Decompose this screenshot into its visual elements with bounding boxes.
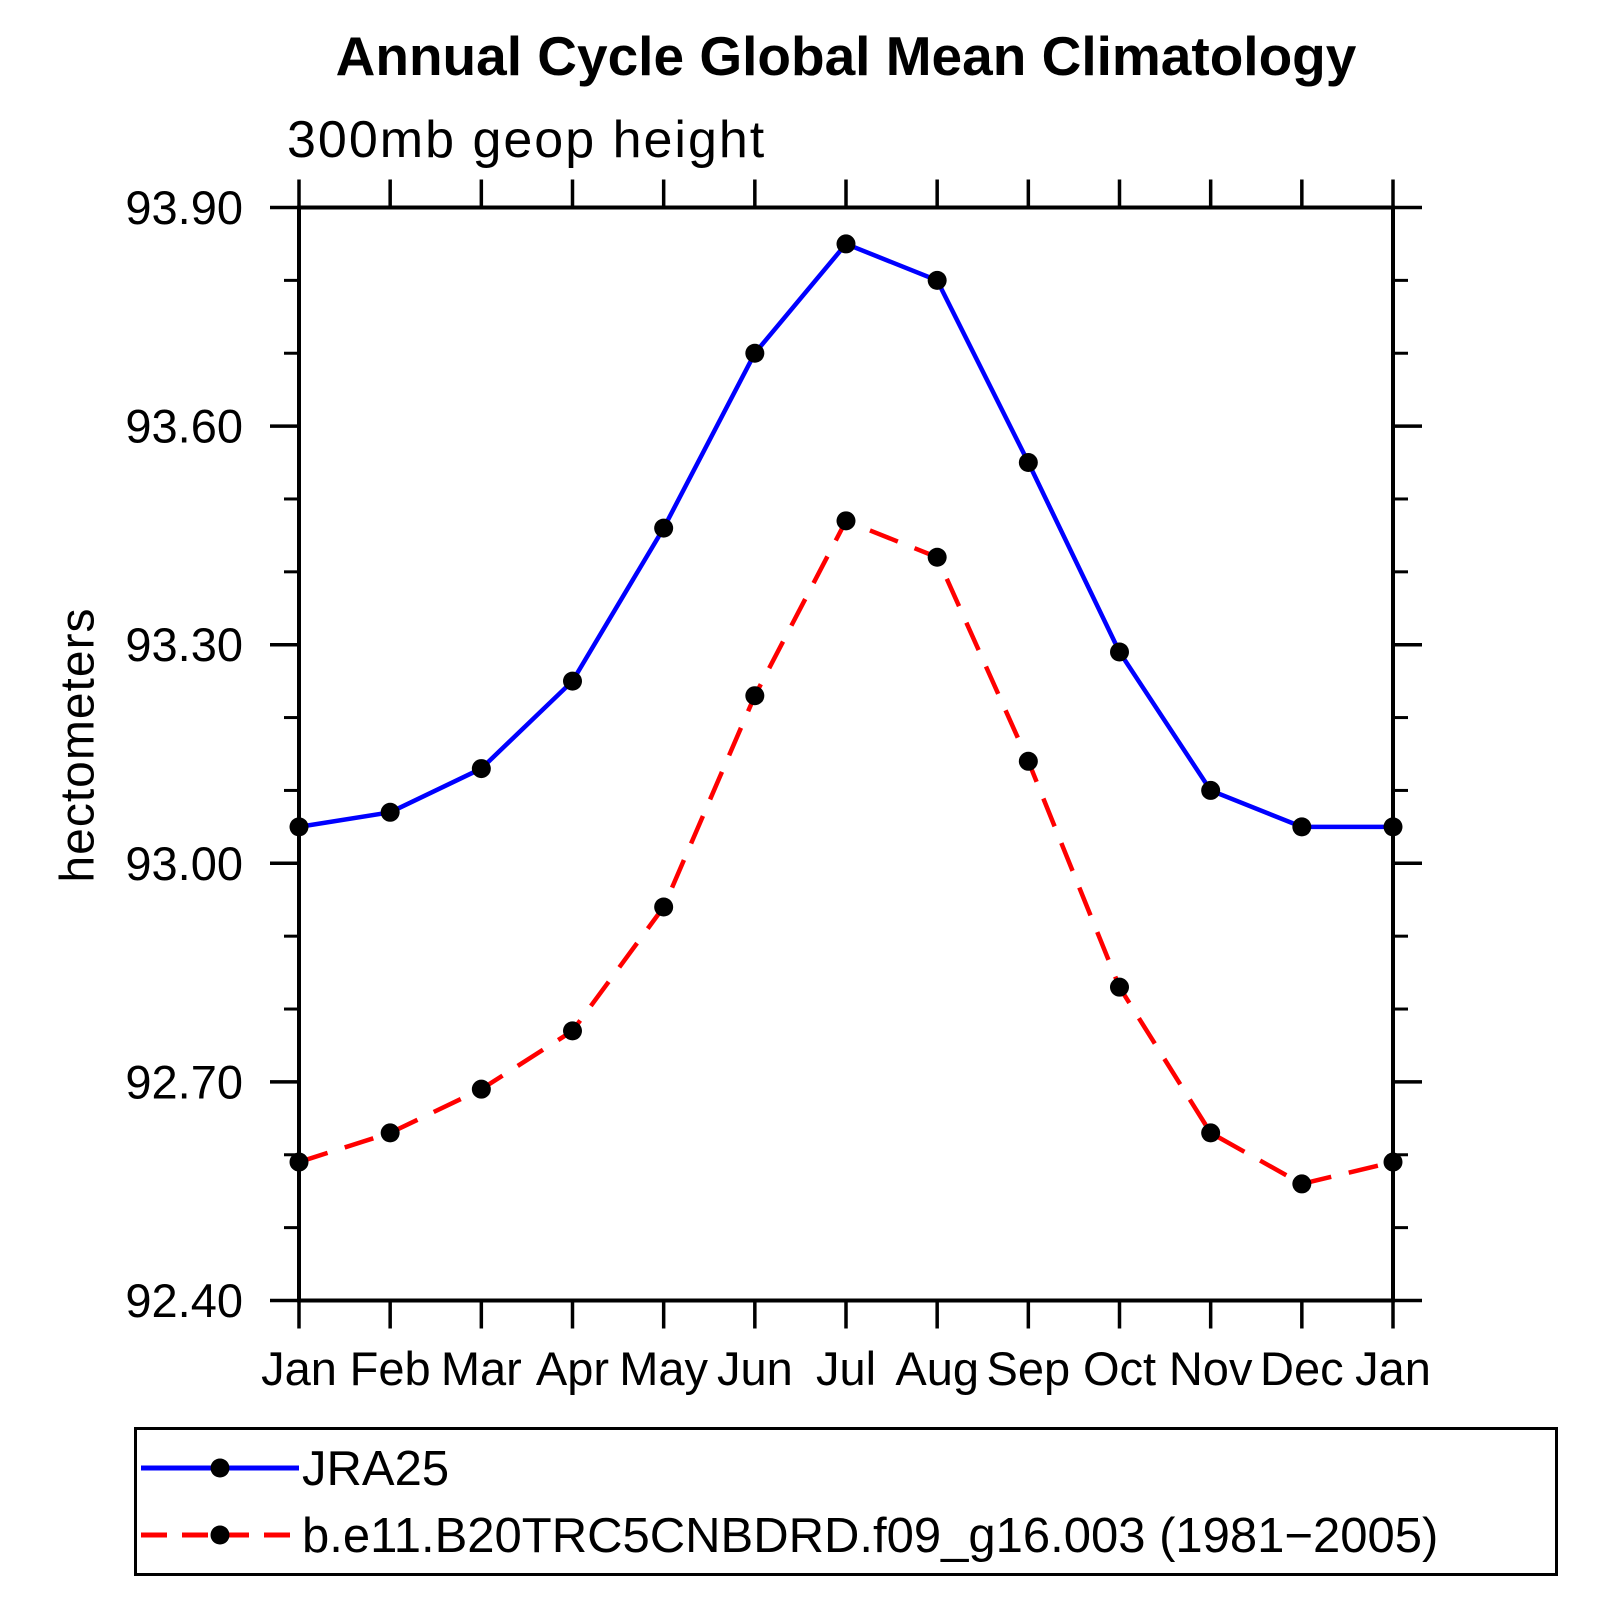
x-tick-label: Nov bbox=[1169, 1342, 1253, 1395]
axis-ticks bbox=[270, 179, 1422, 1329]
data-point-marker bbox=[745, 343, 765, 363]
legend-box bbox=[134, 1427, 1558, 1576]
y-tick-label: 92.40 bbox=[125, 1274, 243, 1327]
x-tick-label: Feb bbox=[350, 1342, 431, 1395]
data-point-marker bbox=[654, 897, 674, 917]
chart-subtitle: 300mb geop height bbox=[287, 111, 767, 169]
data-point-marker bbox=[654, 518, 674, 538]
axis-tick-labels: Jan Feb Mar Apr May Jun Jul Aug Sep Oct Nov Dec Jan9… bbox=[125, 181, 1431, 1395]
x-tick-label: Oct bbox=[1083, 1342, 1156, 1395]
x-tick-label: May bbox=[619, 1342, 708, 1395]
data-point-marker bbox=[1110, 977, 1129, 997]
x-tick-label: Sep bbox=[987, 1342, 1071, 1395]
data-point-marker bbox=[1383, 817, 1403, 837]
data-point-marker bbox=[289, 817, 309, 837]
data-point-marker bbox=[563, 1021, 582, 1041]
legend-label: b.e11.B20TRC5CNBDRD.f09_g16.003 (1981−20… bbox=[302, 1509, 1438, 1563]
x-tick-label: Aug bbox=[895, 1342, 979, 1395]
x-tick-label: Jan bbox=[261, 1342, 337, 1395]
data-point-marker bbox=[1018, 751, 1038, 771]
legend-marker bbox=[210, 1525, 230, 1545]
data-point-marker bbox=[380, 1123, 400, 1143]
chart-title: Annual Cycle Global Mean Climatology bbox=[335, 25, 1357, 87]
legend-marker bbox=[210, 1458, 230, 1478]
series-line-model bbox=[298, 517, 1394, 1187]
data-point-marker bbox=[927, 270, 947, 290]
x-tick-label: Apr bbox=[536, 1342, 609, 1395]
data-point-marker bbox=[1292, 1174, 1312, 1194]
data-point-marker bbox=[1383, 1152, 1403, 1172]
data-series bbox=[289, 234, 1403, 1194]
data-point-marker bbox=[1110, 642, 1129, 662]
data-point-marker bbox=[380, 802, 400, 822]
x-tick-label: Mar bbox=[441, 1342, 522, 1395]
x-tick-label: Dec bbox=[1260, 1342, 1344, 1395]
legend: JRA25 b.e11.B20TRC5CNBDRD.f09_g16.003 (19… bbox=[134, 1427, 1558, 1576]
x-tick-label: Jul bbox=[816, 1342, 876, 1395]
data-point-marker bbox=[289, 1152, 309, 1172]
data-point-marker bbox=[745, 686, 765, 706]
y-tick-label: 93.60 bbox=[125, 400, 243, 453]
x-tick-label: Jan bbox=[1355, 1342, 1431, 1395]
x-tick-label: Jun bbox=[717, 1342, 793, 1395]
data-point-marker bbox=[836, 234, 856, 254]
data-point-marker bbox=[1292, 817, 1312, 837]
data-point-marker bbox=[1201, 780, 1221, 800]
series-line-jra25 bbox=[298, 241, 1393, 830]
data-point-marker bbox=[563, 671, 582, 691]
data-point-marker bbox=[1201, 1123, 1221, 1143]
y-tick-label: 93.30 bbox=[125, 618, 243, 671]
y-tick-label: 93.00 bbox=[125, 837, 243, 890]
data-point-marker bbox=[927, 547, 947, 567]
legend-label: JRA25 bbox=[302, 1442, 449, 1496]
plot-frame bbox=[297, 205, 1395, 1303]
y-tick-label: 92.70 bbox=[125, 1055, 243, 1108]
y-tick-label: 93.90 bbox=[125, 181, 243, 234]
data-point-marker bbox=[1018, 453, 1038, 473]
data-point-marker bbox=[471, 1079, 491, 1099]
data-point-marker bbox=[836, 511, 856, 531]
data-point-marker bbox=[471, 759, 491, 779]
